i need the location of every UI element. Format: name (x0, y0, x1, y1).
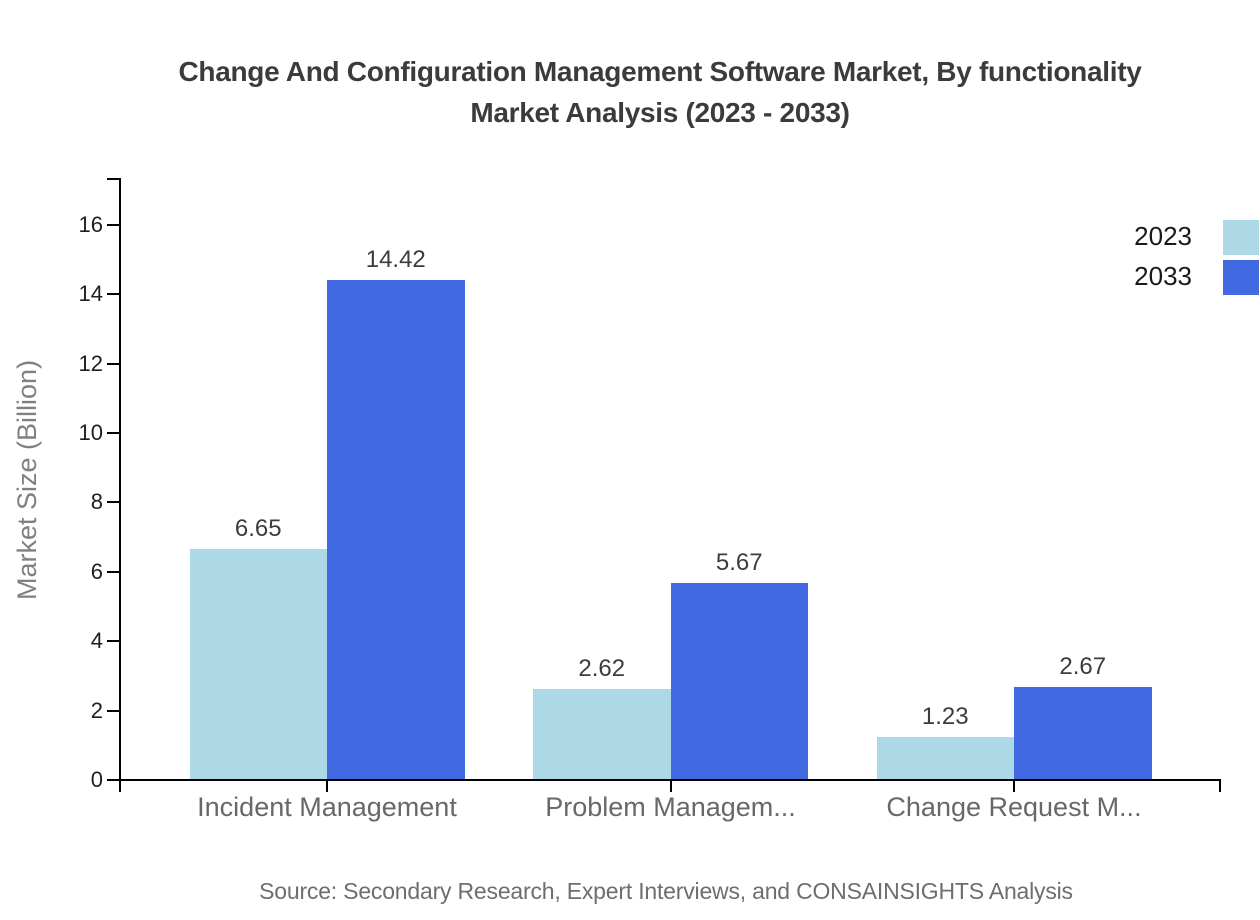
bar-2033-1 (327, 279, 465, 780)
y-tick-label: 12 (78, 350, 103, 376)
y-tick (107, 501, 120, 504)
y-tick-label: 8 (90, 489, 103, 515)
bar-2023-3 (876, 737, 1014, 780)
bar-2033-2 (670, 583, 808, 780)
bar-2023-2 (533, 689, 671, 780)
y-tick (107, 709, 120, 712)
legend-label-2033: 2033 (1134, 261, 1192, 291)
bar-value-label: 1.23 (921, 703, 969, 731)
x-category-label: Change Request M... (886, 792, 1142, 822)
y-tick-label: 10 (78, 420, 103, 445)
x-tick (326, 780, 328, 792)
y-tick (107, 640, 120, 643)
y-tick-label: 2 (90, 697, 103, 723)
y-tick (107, 362, 120, 365)
source-note: Source: Secondary Research, Expert Inter… (259, 878, 1073, 904)
x-tick (669, 780, 672, 792)
y-tick-label: 16 (78, 211, 103, 237)
bar-value-label: 5.67 (715, 549, 763, 577)
bar-2033-3 (1014, 687, 1152, 780)
y-tick (107, 223, 120, 226)
legend-label-2023: 2023 (1134, 221, 1192, 251)
y-tick (107, 570, 120, 573)
bar-value-label: 14.42 (365, 245, 426, 273)
chart-title-line2: Market Analysis (2023 - 2033) (470, 97, 850, 128)
x-category-label: Problem Managem... (545, 792, 796, 822)
x-axis-right-cap (1219, 779, 1221, 792)
y-tick (107, 432, 120, 434)
legend-swatch-2023 (1223, 220, 1259, 255)
bar-value-label: 2.67 (1059, 653, 1107, 681)
bar-value-label: 2.62 (578, 655, 626, 683)
y-axis-line (119, 178, 121, 792)
chart-title-line1: Change And Configuration Management Soft… (178, 56, 1142, 87)
y-axis-top-cap (107, 178, 120, 180)
bar-value-label: 6.65 (234, 515, 282, 543)
x-axis-line (107, 779, 1221, 781)
y-tick (107, 293, 120, 296)
y-tick-label: 6 (90, 558, 103, 584)
x-category-label: Incident Management (197, 792, 457, 822)
legend-swatch-2033 (1223, 260, 1259, 295)
chart-title: Change And Configuration Management Soft… (60, 51, 1260, 133)
y-tick-label: 14 (78, 281, 103, 307)
y-tick-label: 4 (90, 628, 103, 654)
bar-2023-1 (189, 549, 327, 780)
x-tick (1013, 780, 1015, 792)
y-tick-label: 0 (90, 767, 103, 792)
